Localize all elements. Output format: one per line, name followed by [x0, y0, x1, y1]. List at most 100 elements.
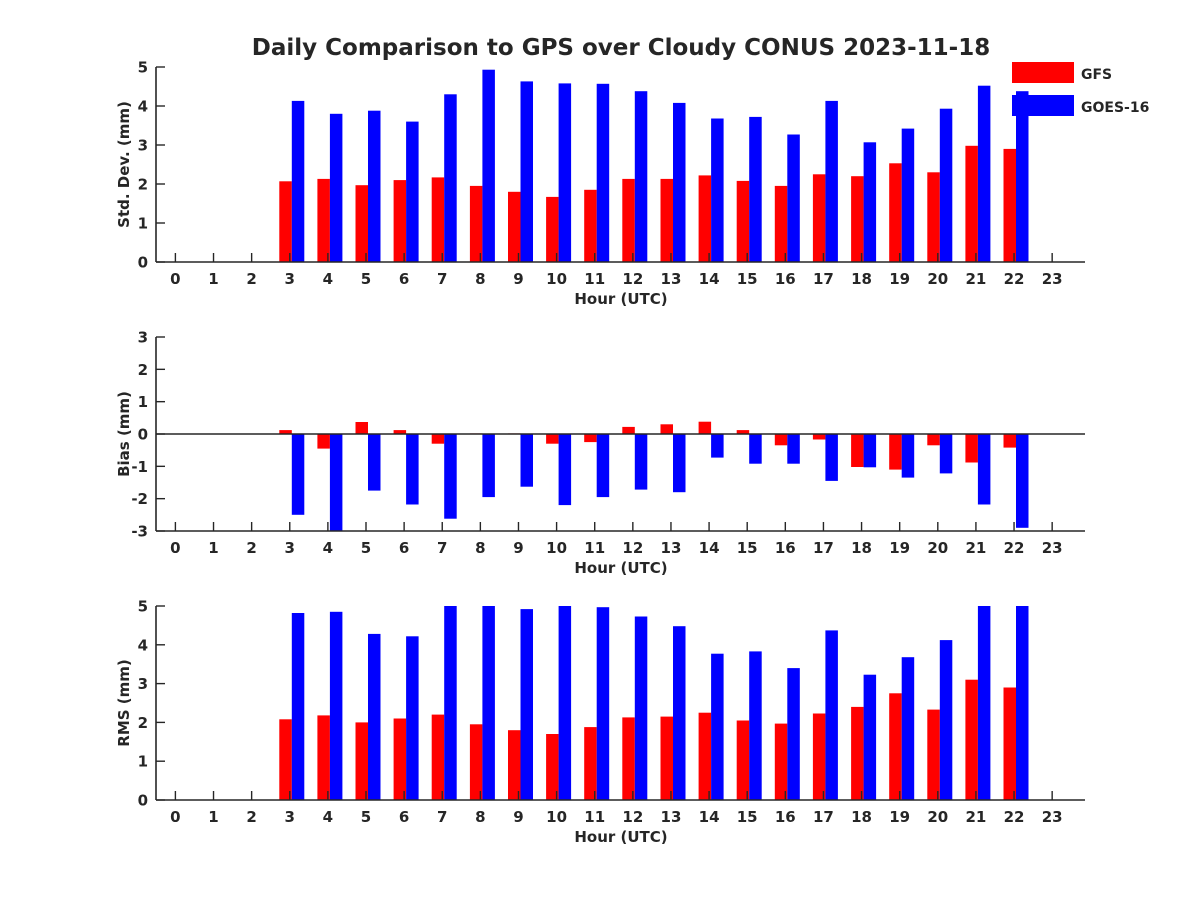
bar-goes16-hour-20 — [939, 108, 953, 262]
bar-goes16-hour-18 — [863, 674, 877, 800]
bar-goes16-hour-11 — [596, 607, 610, 800]
bar-goes16-hour-12 — [634, 91, 648, 262]
x-tick-label: 3 — [285, 539, 295, 557]
x-tick-label: 6 — [399, 270, 409, 288]
bar-gfs-hour-6 — [393, 430, 407, 434]
bar-gfs-hour-15 — [736, 720, 750, 800]
y-tick-label: 3 — [138, 329, 148, 347]
bar-gfs-hour-13 — [660, 178, 673, 262]
x-tick-label: 21 — [965, 808, 986, 826]
bar-gfs-hour-19 — [889, 693, 902, 800]
y-tick-label: 2 — [138, 714, 148, 732]
bar-gfs-hour-17 — [812, 434, 826, 440]
y-tick-label: 1 — [138, 393, 148, 411]
bar-goes16-hour-5 — [368, 434, 381, 491]
y-tick-label: 0 — [138, 792, 148, 810]
bar-goes16-hour-17 — [825, 100, 838, 263]
bar-gfs-hour-8 — [469, 724, 483, 800]
bar-goes16-hour-17 — [825, 630, 838, 800]
bar-gfs-hour-4 — [317, 715, 330, 800]
y-tick-label: 5 — [138, 59, 148, 77]
bar-goes16-hour-3 — [291, 100, 305, 263]
x-tick-label: 19 — [889, 270, 910, 288]
bar-gfs-hour-16 — [774, 434, 788, 446]
x-tick-label: 2 — [246, 808, 256, 826]
y-tick-label: 3 — [138, 137, 148, 155]
bar-gfs-hour-11 — [584, 727, 597, 800]
bar-goes16-hour-17 — [825, 434, 838, 481]
x-tick-label: 22 — [1004, 808, 1025, 826]
bar-gfs-hour-10 — [546, 734, 559, 800]
x-tick-label: 2 — [246, 270, 256, 288]
bar-goes16-hour-15 — [749, 116, 762, 263]
bar-goes16-hour-4 — [329, 611, 343, 800]
bar-gfs-hour-6 — [393, 718, 407, 800]
x-tick-label: 13 — [661, 270, 682, 288]
bar-goes16-hour-10 — [558, 83, 572, 263]
x-tick-label: 20 — [927, 539, 948, 557]
x-tick-label: 10 — [546, 539, 567, 557]
bar-goes16-hour-19 — [901, 128, 915, 262]
bar-goes16-hour-16 — [787, 134, 800, 262]
x-tick-label: 12 — [622, 539, 643, 557]
bar-goes16-hour-5 — [368, 633, 381, 800]
bar-gfs-hour-6 — [393, 180, 407, 262]
x-axis-label: Hour (UTC) — [574, 559, 667, 577]
x-tick-label: 15 — [737, 539, 758, 557]
bar-gfs-hour-15 — [736, 180, 750, 262]
bar-gfs-hour-17 — [812, 713, 826, 800]
bar-goes16-hour-9 — [520, 81, 533, 263]
bar-gfs-hour-20 — [927, 172, 940, 262]
x-tick-label: 15 — [737, 808, 758, 826]
x-tick-label: 0 — [170, 808, 180, 826]
bar-goes16-hour-13 — [673, 102, 686, 263]
bar-goes16-hour-21 — [977, 85, 991, 262]
x-tick-label: 7 — [437, 808, 447, 826]
legend-label-goes16: GOES-16 — [1081, 100, 1149, 116]
x-tick-label: 7 — [437, 270, 447, 288]
x-tick-label: 16 — [775, 270, 796, 288]
series-goes16 — [291, 606, 1029, 800]
bar-goes16-hour-3 — [291, 613, 305, 800]
x-tick-label: 18 — [851, 539, 872, 557]
series-gfs — [279, 679, 1016, 800]
y-tick-label: 2 — [138, 176, 148, 194]
x-tick-label: 0 — [170, 270, 180, 288]
x-tick-label: 10 — [546, 808, 567, 826]
x-tick-label: 8 — [475, 808, 485, 826]
legend-swatch-goes16 — [1012, 95, 1074, 116]
bar-gfs-hour-14 — [698, 421, 712, 434]
bar-goes16-hour-8 — [482, 434, 495, 498]
bar-gfs-hour-9 — [508, 191, 521, 262]
bar-gfs-hour-21 — [965, 434, 978, 463]
bar-gfs-hour-9 — [508, 730, 521, 800]
x-tick-label: 23 — [1042, 270, 1063, 288]
bar-gfs-hour-5 — [355, 422, 368, 434]
x-tick-label: 23 — [1042, 539, 1063, 557]
bar-goes16-hour-6 — [406, 636, 419, 800]
x-tick-label: 1 — [208, 808, 218, 826]
bar-goes16-hour-18 — [863, 434, 877, 468]
y-tick-label: 3 — [138, 675, 148, 693]
bar-gfs-hour-7 — [431, 714, 445, 800]
x-tick-label: 6 — [399, 808, 409, 826]
bar-goes16-hour-12 — [634, 616, 648, 800]
x-tick-label: 7 — [437, 539, 447, 557]
x-tick-label: 12 — [622, 808, 643, 826]
bar-goes16-hour-22 — [1016, 606, 1029, 800]
bar-gfs-hour-20 — [927, 434, 940, 446]
x-tick-label: 16 — [775, 808, 796, 826]
bar-gfs-hour-15 — [736, 430, 750, 434]
bar-goes16-hour-14 — [711, 434, 724, 458]
bar-gfs-hour-10 — [546, 434, 559, 444]
bar-gfs-hour-17 — [812, 174, 826, 263]
bar-goes16-hour-7 — [444, 94, 457, 262]
bar-gfs-hour-3 — [279, 181, 292, 262]
bar-gfs-hour-3 — [279, 719, 292, 800]
x-tick-label: 9 — [513, 539, 523, 557]
bar-gfs-hour-7 — [431, 177, 445, 262]
x-tick-label: 8 — [475, 539, 485, 557]
x-tick-label: 22 — [1004, 539, 1025, 557]
